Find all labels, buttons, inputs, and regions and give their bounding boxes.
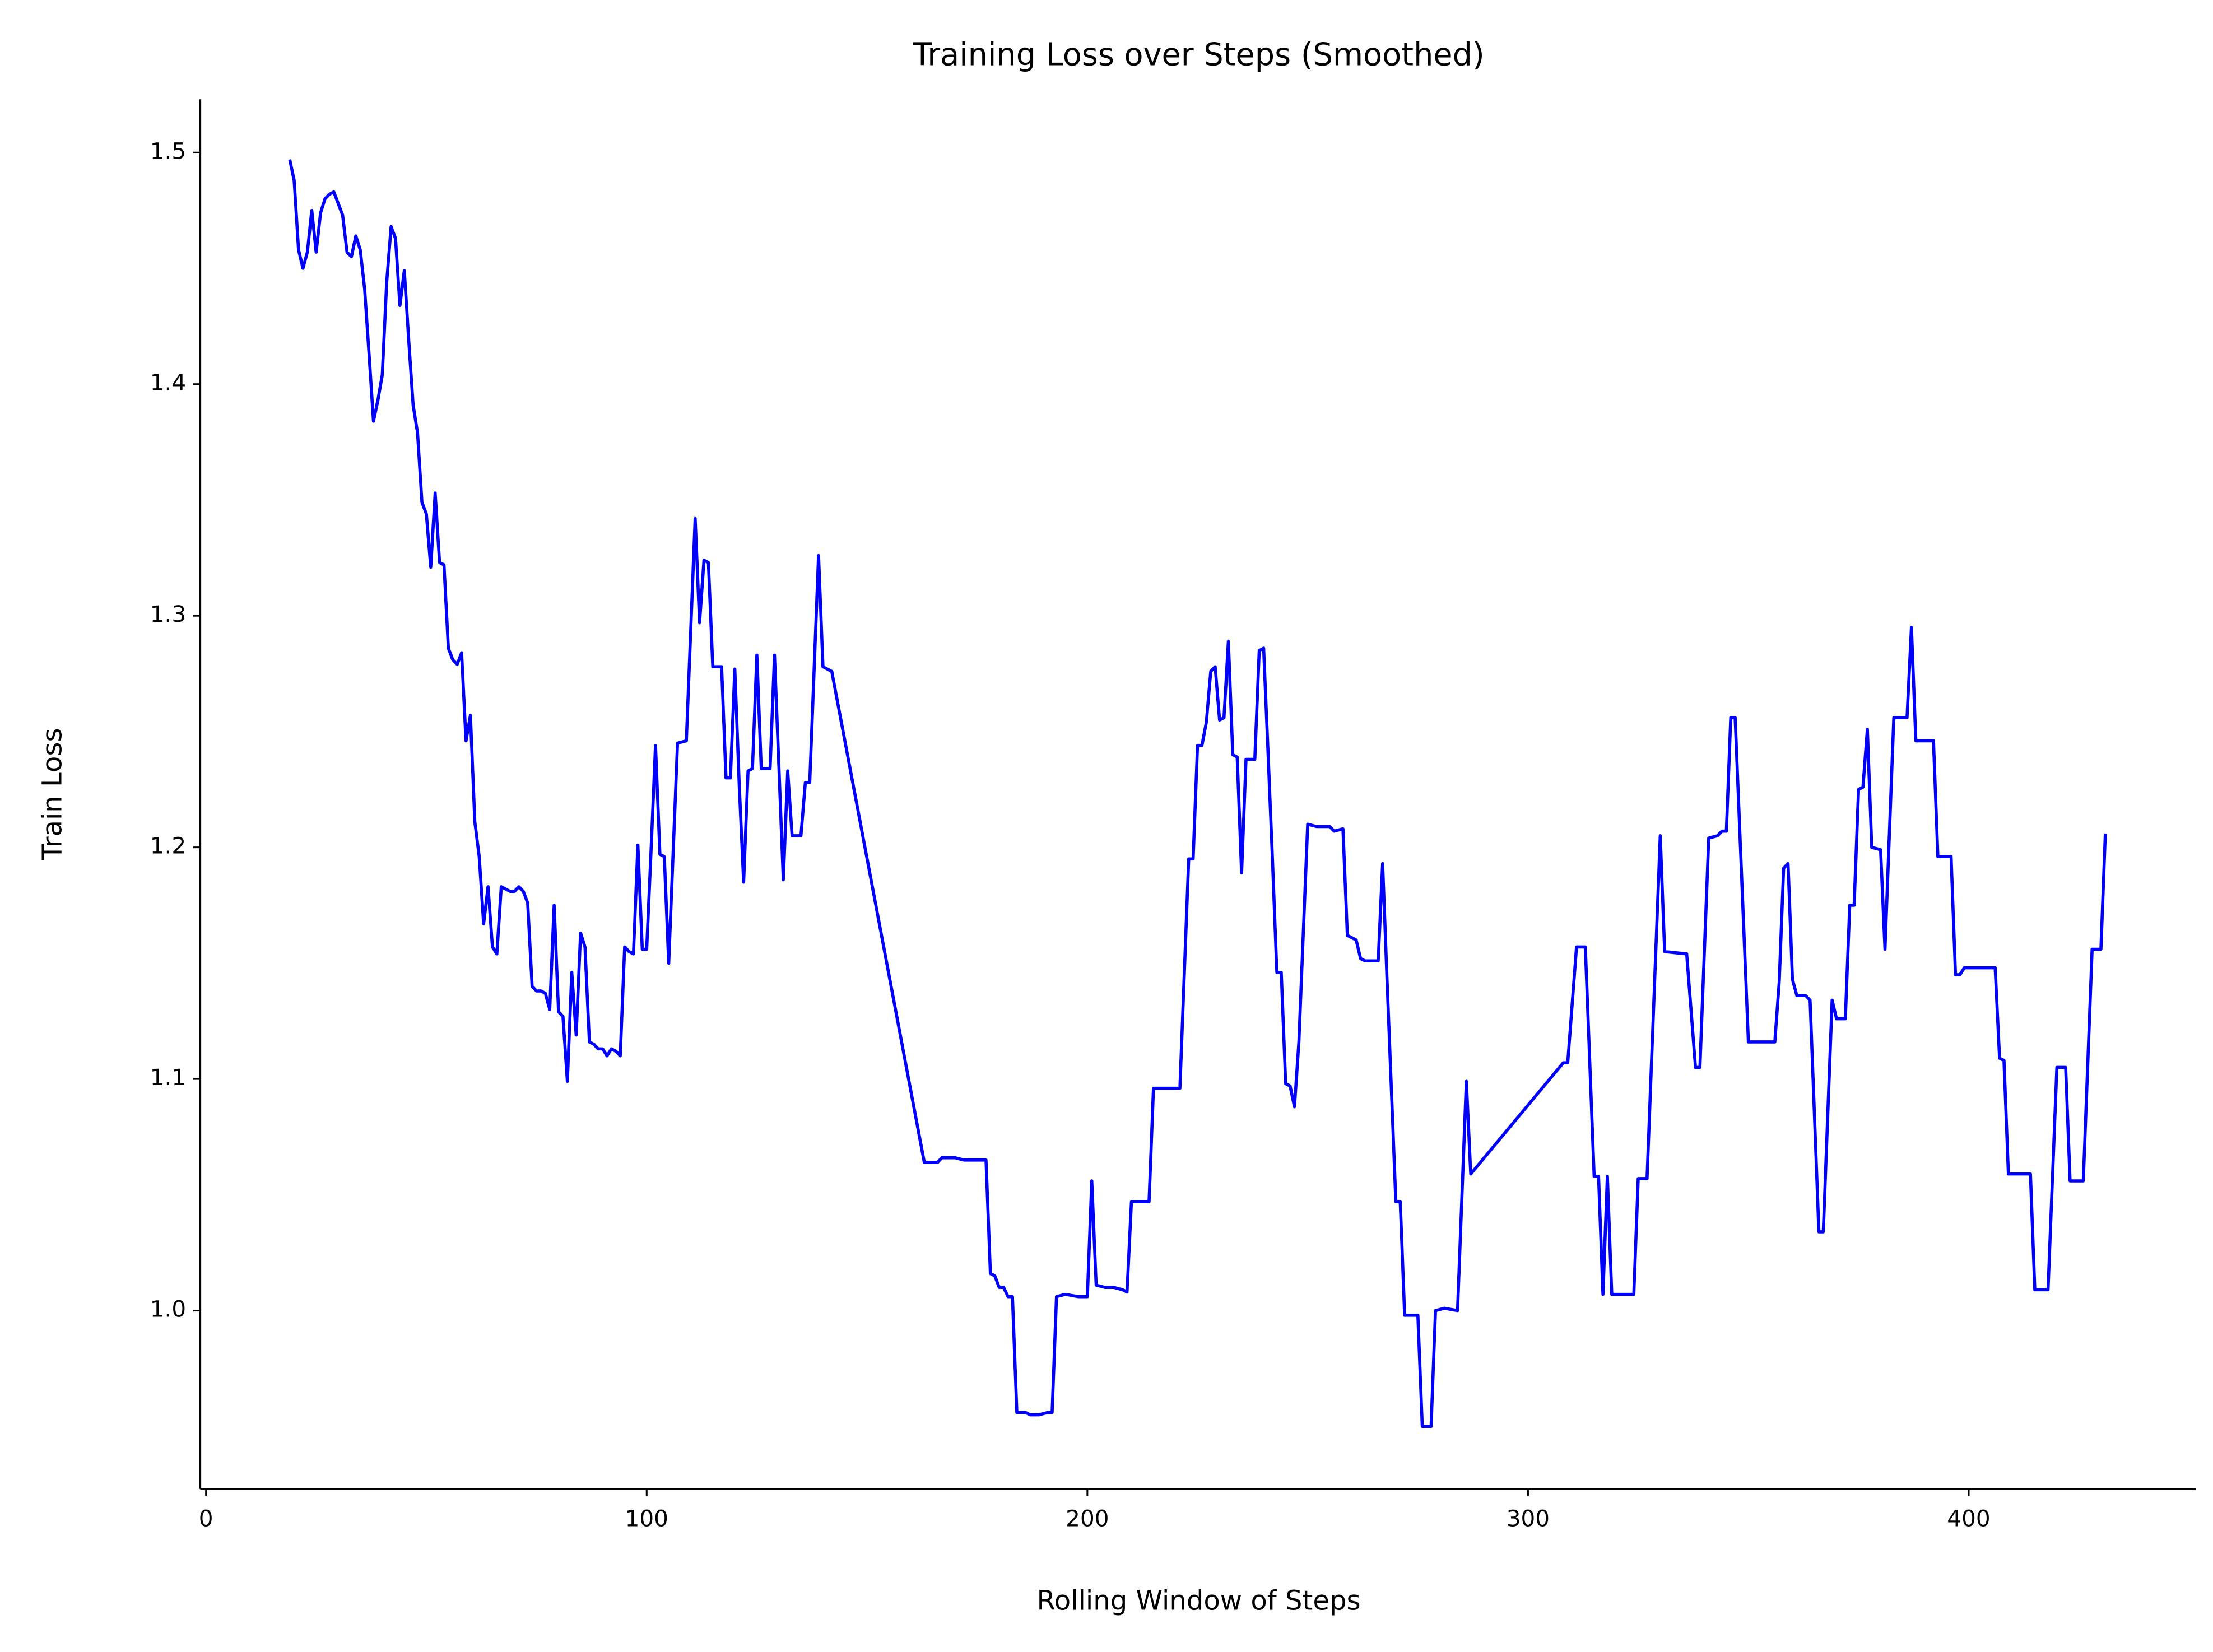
y-tick-label: 1.4 [150,369,186,396]
y-tick-label: 1.0 [150,1296,186,1323]
x-axis-label: Rolling Window of Steps [1037,1585,1361,1616]
y-tick-label: 1.2 [150,832,186,859]
y-tick-label: 1.5 [150,137,186,164]
x-tick-label: 300 [1507,1505,1550,1532]
x-tick-label: 200 [1066,1505,1109,1532]
y-axis-label: Train Loss [37,728,68,860]
chart-title: Training Loss over Steps (Smoothed) [912,36,1484,73]
x-tick-label: 400 [1947,1505,1990,1532]
y-tick-label: 1.3 [150,601,186,627]
y-tick-label: 1.1 [150,1064,186,1091]
data-line [288,159,2107,1428]
x-tick-label: 0 [199,1505,213,1532]
x-tick-label: 100 [625,1505,668,1532]
